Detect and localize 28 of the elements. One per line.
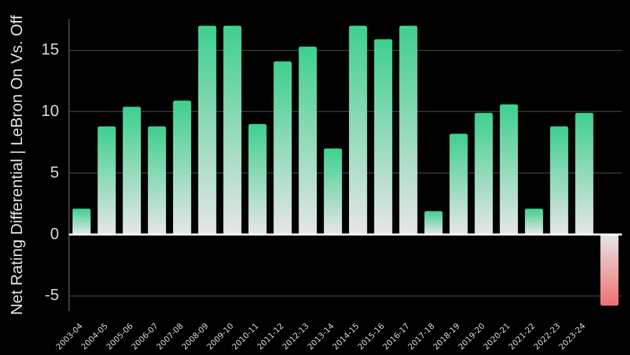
bar (324, 148, 342, 234)
bar (600, 234, 618, 306)
bar (524, 208, 544, 234)
bar (98, 126, 116, 234)
bar (248, 124, 267, 234)
bar (474, 112, 493, 234)
bar (223, 26, 242, 234)
y-tick-label: 0 (50, 226, 60, 243)
bar (374, 39, 392, 234)
bar (399, 26, 418, 234)
bar (72, 208, 91, 234)
y-axis-title: Net Rating Differential | LeBron On Vs. Off (9, 14, 26, 315)
bar (424, 211, 443, 234)
bar (148, 126, 166, 234)
bar (450, 134, 468, 234)
bar (575, 112, 594, 234)
y-tick-label: 5 (50, 164, 60, 182)
bar (122, 106, 141, 234)
y-tick-label: -5 (44, 287, 60, 304)
bar (500, 104, 518, 234)
y-tick-label: 15 (41, 42, 60, 59)
bar (198, 26, 216, 234)
bar (173, 100, 192, 234)
bar (298, 46, 317, 234)
y-tick-label: 10 (41, 103, 60, 120)
bar (550, 126, 568, 234)
bar (274, 61, 292, 234)
bar (349, 26, 368, 234)
